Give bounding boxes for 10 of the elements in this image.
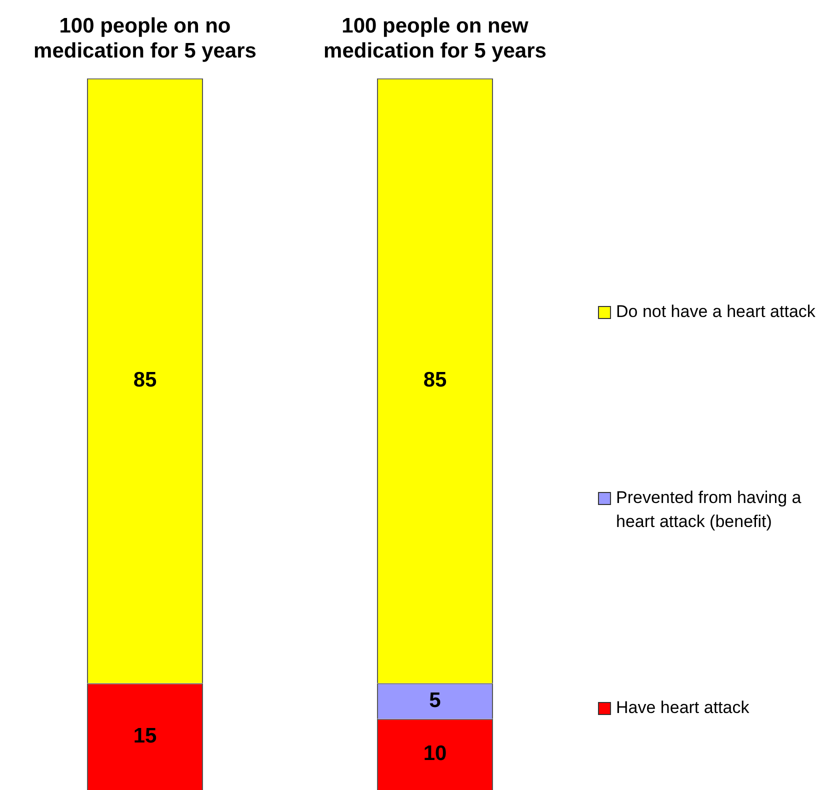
x-tick-label: 100 people on new medication for 5 years bbox=[324, 14, 546, 63]
data-label: 85 bbox=[423, 368, 447, 392]
data-label: 15 bbox=[133, 724, 157, 748]
legend-label: Have heart attack bbox=[616, 697, 750, 720]
legend-label: Prevented from having a heart attack (benefit) bbox=[616, 487, 802, 533]
data-label: 5 bbox=[429, 688, 442, 712]
x-tick-label: 100 people on no medication for 5 years bbox=[34, 14, 256, 63]
data-label: 85 bbox=[133, 368, 157, 392]
data-label: 10 bbox=[423, 742, 447, 766]
legend-label: Do not have a heart attack bbox=[616, 301, 816, 323]
